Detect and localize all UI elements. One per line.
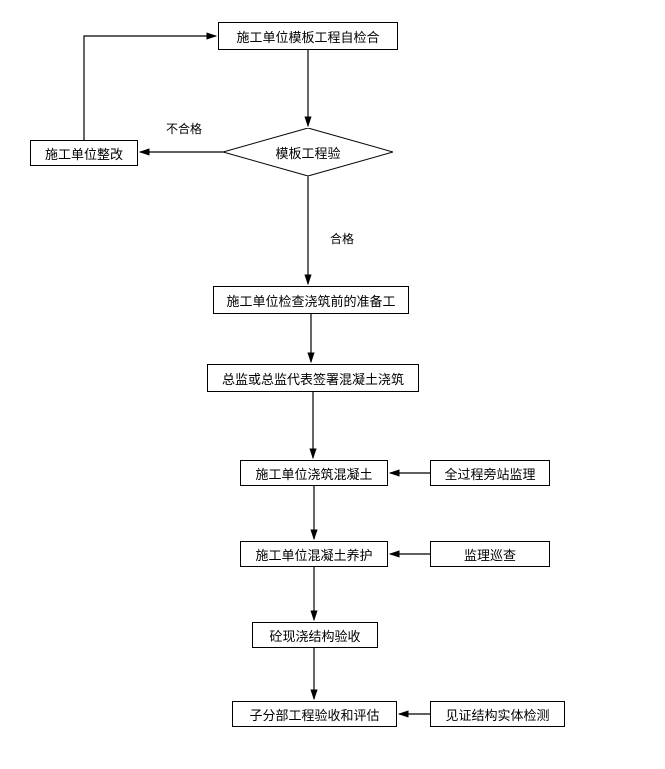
node-n10: 砼现浇结构验收 [252, 622, 378, 648]
node-n5-label: 总监或总监代表签署混凝土浇筑 [222, 369, 404, 388]
edge-label-pass: 合格 [330, 230, 354, 247]
node-n12-label: 见证结构实体检测 [445, 705, 549, 724]
node-n2: 模板工程验 [223, 128, 393, 176]
node-n6-label: 施工单位浇筑混凝土 [255, 464, 372, 483]
node-n3: 施工单位整改 [30, 140, 138, 166]
node-n1: 施工单位模板工程自检合 [218, 22, 398, 50]
node-n4: 施工单位检查浇筑前的准备工 [213, 286, 409, 314]
node-n6: 施工单位浇筑混凝土 [240, 460, 388, 486]
node-n8: 施工单位混凝土养护 [240, 541, 388, 567]
node-n1-label: 施工单位模板工程自检合 [236, 27, 379, 46]
node-n7-label: 全过程旁站监理 [444, 464, 535, 483]
node-n4-label: 施工单位检查浇筑前的准备工 [226, 291, 395, 310]
node-n11: 子分部工程验收和评估 [232, 701, 397, 727]
node-n2-label: 模板工程验 [275, 143, 340, 162]
edge-label-fail: 不合格 [166, 120, 202, 137]
node-n12: 见证结构实体检测 [430, 701, 565, 727]
node-n11-label: 子分部工程验收和评估 [249, 705, 379, 724]
node-n3-label: 施工单位整改 [45, 144, 123, 163]
node-n7: 全过程旁站监理 [430, 460, 550, 486]
node-n9-label: 监理巡查 [464, 545, 516, 564]
node-n10-label: 砼现浇结构验收 [269, 626, 360, 645]
node-n9: 监理巡查 [430, 541, 550, 567]
node-n8-label: 施工单位混凝土养护 [255, 545, 372, 564]
node-n5: 总监或总监代表签署混凝土浇筑 [207, 364, 419, 392]
